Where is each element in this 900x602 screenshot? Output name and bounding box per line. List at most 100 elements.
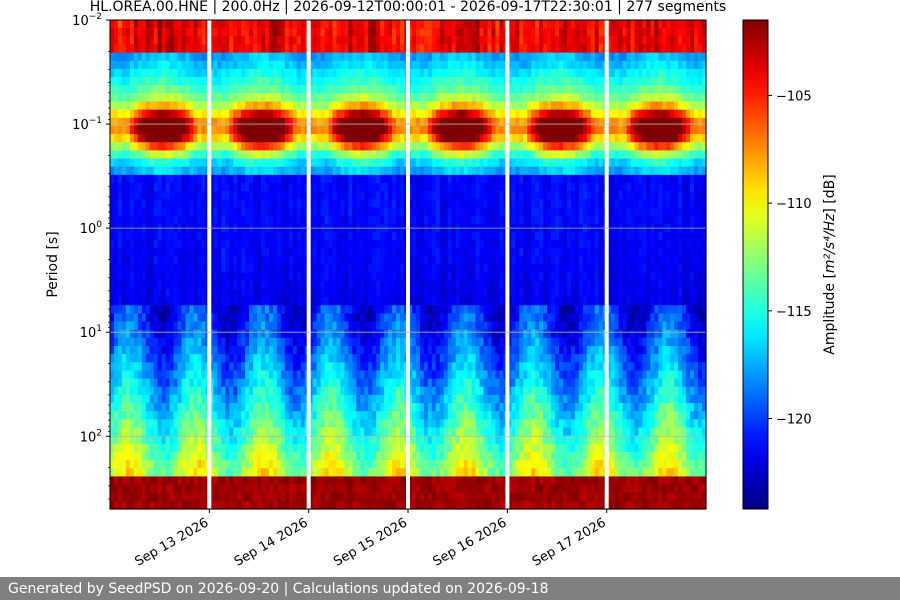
heatmap-cell — [312, 288, 318, 298]
heatmap-cell — [360, 419, 365, 429]
heatmap-cell — [300, 386, 306, 396]
heatmap-cell — [260, 451, 266, 461]
heatmap-cell — [129, 85, 135, 94]
heatmap-cell — [364, 20, 369, 29]
heatmap-cell — [380, 305, 385, 314]
heatmap-cell — [332, 492, 338, 502]
heatmap-cell — [300, 403, 306, 412]
heatmap-cell — [153, 329, 159, 339]
heatmap-cell — [257, 85, 262, 94]
heatmap-cell — [245, 362, 250, 372]
heatmap-cell — [137, 215, 143, 225]
heatmap-cell — [260, 77, 266, 86]
heatmap-cell — [340, 77, 346, 86]
heatmap-cell — [157, 256, 163, 266]
heatmap-cell — [253, 28, 258, 37]
heatmap-cell — [217, 435, 222, 445]
heatmap-cell — [340, 207, 346, 217]
heatmap-cell — [388, 183, 393, 192]
heatmap-cell — [193, 60, 199, 70]
heatmap-cell — [177, 68, 183, 78]
heatmap-cell — [253, 321, 258, 331]
heatmap-cell — [284, 476, 290, 486]
heatmap-cell — [141, 28, 147, 37]
heatmap-cell — [229, 248, 234, 257]
heatmap-cell — [125, 150, 131, 160]
heatmap-cell — [272, 101, 278, 111]
heatmap-cell — [201, 52, 206, 62]
heatmap-cell — [328, 199, 334, 209]
heatmap-cell — [193, 419, 199, 429]
heatmap-cell — [145, 191, 151, 200]
heatmap-cell — [427, 240, 433, 249]
heatmap-cell — [340, 403, 346, 412]
heatmap-cell — [241, 166, 246, 176]
heatmap-cell — [149, 378, 155, 388]
heatmap-cell — [181, 329, 187, 339]
heatmap-cell — [360, 174, 365, 184]
heatmap-cell — [320, 109, 326, 119]
heatmap-cell — [423, 256, 429, 266]
heatmap-cell — [125, 468, 131, 477]
heatmap-cell — [344, 207, 349, 217]
heatmap-cell — [411, 443, 417, 453]
heatmap-cell — [360, 451, 365, 461]
heatmap-cell — [380, 215, 385, 225]
heatmap-cell — [272, 158, 278, 168]
heatmap-cell — [225, 321, 230, 331]
heatmap-cell — [141, 60, 147, 70]
heatmap-cell — [245, 500, 250, 510]
heatmap-cell — [415, 28, 421, 37]
heatmap-cell — [149, 166, 155, 176]
heatmap-cell — [225, 354, 230, 363]
heatmap-cell — [149, 68, 155, 78]
heatmap-cell — [356, 231, 361, 241]
heatmap-cell — [193, 77, 199, 86]
heatmap-cell — [177, 313, 183, 323]
heatmap-cell — [411, 256, 417, 266]
heatmap-cell — [280, 68, 286, 78]
heatmap-cell — [300, 321, 306, 331]
heatmap-cell — [221, 394, 226, 404]
heatmap-cell — [380, 20, 385, 29]
heatmap-cell — [137, 20, 143, 29]
heatmap-cell — [324, 313, 330, 323]
heatmap-cell — [185, 492, 191, 502]
heatmap-cell — [237, 207, 242, 217]
heatmap-cell — [348, 419, 353, 429]
heatmap-cell — [161, 183, 167, 192]
heatmap-cell — [376, 174, 381, 184]
heatmap-cell — [344, 248, 349, 257]
heatmap-cell — [292, 321, 298, 331]
heatmap-cell — [161, 460, 167, 469]
heatmap-cell — [161, 370, 167, 380]
heatmap-cell — [181, 150, 187, 160]
heatmap-cell — [284, 329, 290, 339]
heatmap-cell — [253, 500, 258, 510]
heatmap-cell — [348, 443, 353, 453]
heatmap-cell — [233, 28, 238, 37]
heatmap-cell — [145, 215, 151, 225]
heatmap-cell — [316, 288, 322, 298]
heatmap-cell — [157, 329, 163, 339]
heatmap-cell — [245, 44, 250, 54]
heatmap-cell — [133, 150, 139, 160]
heatmap-cell — [141, 492, 147, 502]
heatmap-cell — [352, 28, 357, 37]
heatmap-cell — [260, 313, 266, 323]
heatmap-cell — [129, 394, 135, 404]
heatmap-cell — [217, 256, 222, 266]
heatmap-cell — [237, 500, 242, 510]
heatmap-cell — [181, 451, 187, 461]
heatmap-cell — [169, 435, 175, 445]
heatmap-cell — [149, 77, 155, 86]
heatmap-cell — [411, 272, 417, 282]
heatmap-cell — [229, 337, 234, 347]
heatmap-cell — [419, 500, 425, 510]
heatmap-cell — [284, 174, 290, 184]
heatmap-cell — [348, 117, 353, 127]
heatmap-cell — [360, 403, 365, 412]
heatmap-cell — [197, 199, 202, 209]
heatmap-cell — [384, 36, 389, 46]
heatmap-cell — [280, 117, 286, 127]
